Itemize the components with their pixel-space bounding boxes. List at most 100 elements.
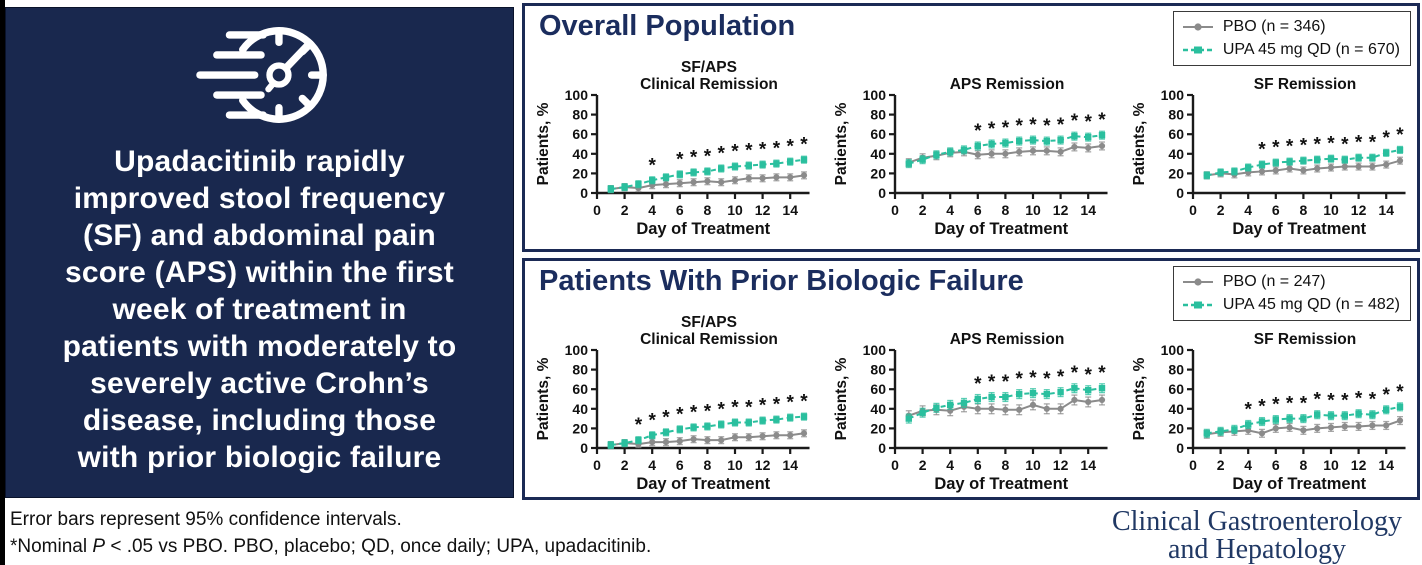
svg-text:60: 60	[870, 126, 886, 142]
significance-asterisk: *	[1341, 391, 1349, 412]
svg-text:4: 4	[1244, 202, 1252, 218]
pbo-series	[1203, 415, 1404, 439]
significance-asterisk: *	[1015, 369, 1023, 390]
svg-text:20: 20	[572, 165, 588, 181]
significance-asterisk: *	[1341, 135, 1349, 156]
svg-text:100: 100	[565, 342, 589, 358]
svg-text:0: 0	[878, 440, 886, 456]
biofailure-sf-remission-chart: SF Remission 0 20 40 60 80 100 0 2 4 6 8 10 12 14 Patie…	[1131, 331, 1406, 493]
svg-text:80: 80	[870, 107, 886, 123]
svg-text:2: 2	[1217, 202, 1225, 218]
svg-text:12: 12	[755, 202, 771, 218]
upa-series	[905, 130, 1106, 169]
svg-text:80: 80	[572, 362, 588, 378]
significance-asterisk: *	[690, 402, 698, 423]
left-edge-strip	[0, 0, 5, 565]
y-axis-label: Patients, %	[833, 102, 850, 185]
svg-text:0: 0	[878, 185, 886, 201]
legend-item-pbo: PBO (n = 247)	[1182, 270, 1400, 293]
headline-text: Upadacitinib rapidly improved stool frequ…	[6, 143, 513, 476]
significance-asterisk: *	[1057, 367, 1065, 388]
svg-text:14: 14	[1378, 457, 1394, 473]
significance-asterisk: *	[800, 392, 808, 413]
x-axis-label: Day of Treatment	[934, 475, 1068, 493]
svg-text:60: 60	[572, 126, 588, 142]
significance-asterisk: *	[676, 149, 684, 170]
svg-text:20: 20	[870, 165, 886, 181]
svg-text:12: 12	[755, 457, 771, 473]
y-axis-label: Patients, %	[833, 357, 850, 440]
speedometer-icon	[6, 16, 513, 139]
y-axis-label: Patients, %	[535, 102, 552, 185]
svg-text:4: 4	[1244, 457, 1252, 473]
significance-asterisk: *	[1258, 140, 1266, 161]
significance-asterisk: *	[1355, 133, 1363, 154]
svg-text:6: 6	[676, 202, 684, 218]
svg-text:100: 100	[863, 87, 887, 103]
svg-text:6: 6	[1272, 202, 1280, 218]
significance-asterisk: *	[786, 393, 794, 414]
legend-item-pbo: PBO (n = 346)	[1182, 15, 1400, 38]
svg-text:Clinical Remission: Clinical Remission	[640, 76, 778, 93]
svg-text:20: 20	[1168, 165, 1184, 181]
svg-text:8: 8	[704, 202, 712, 218]
svg-text:0: 0	[1176, 185, 1184, 201]
svg-text:0: 0	[891, 202, 899, 218]
svg-text:SF/APS: SF/APS	[681, 314, 737, 331]
svg-text:80: 80	[1168, 362, 1184, 378]
svg-text:APS Remission: APS Remission	[950, 331, 1065, 348]
svg-text:4: 4	[946, 457, 954, 473]
svg-text:14: 14	[1080, 202, 1096, 218]
svg-text:2: 2	[1217, 457, 1225, 473]
significance-asterisk: *	[1098, 363, 1106, 384]
headline-line: score (APS) within the first	[65, 256, 454, 289]
upa-series	[905, 383, 1106, 424]
svg-text:12: 12	[1351, 202, 1367, 218]
significance-asterisk: *	[1327, 134, 1335, 155]
significance-asterisk: *	[1084, 112, 1092, 133]
significance-asterisk: *	[1071, 111, 1079, 132]
significance-asterisk: *	[1272, 138, 1280, 159]
significance-asterisk: *	[786, 137, 794, 158]
svg-text:100: 100	[1161, 342, 1185, 358]
upa-series	[607, 155, 808, 194]
x-axis-label: Day of Treatment	[1232, 475, 1366, 493]
svg-text:40: 40	[1168, 146, 1184, 162]
svg-text:14: 14	[782, 457, 798, 473]
journal-name-line2: and Hepatology	[1167, 534, 1347, 565]
significance-asterisk: *	[1355, 389, 1363, 410]
svg-text:8: 8	[1300, 202, 1308, 218]
significance-asterisk: *	[1396, 125, 1404, 146]
pbo-marker-icon	[1182, 277, 1213, 286]
svg-text:8: 8	[704, 457, 712, 473]
panel-prior-biologic-failure: Patients With Prior Biologic Failure PBO…	[522, 258, 1420, 500]
significance-asterisk: *	[676, 404, 684, 425]
svg-text:APS Remission: APS Remission	[950, 76, 1065, 93]
charts-row-biofailure: SF/APS Clinical Remission 0 20 40 60 80 100 0 2 4 6…	[533, 311, 1422, 494]
svg-text:10: 10	[727, 202, 743, 218]
legend-item-upa: UPA 45 mg QD (n = 670)	[1182, 38, 1400, 61]
svg-text:2: 2	[621, 457, 629, 473]
svg-text:100: 100	[565, 87, 589, 103]
svg-text:0: 0	[593, 457, 601, 473]
svg-text:6: 6	[974, 457, 982, 473]
svg-text:4: 4	[648, 457, 656, 473]
legend-label: UPA 45 mg QD (n = 482)	[1222, 296, 1400, 313]
svg-text:12: 12	[1053, 457, 1069, 473]
significance-asterisk: *	[1043, 116, 1051, 137]
svg-text:4: 4	[648, 202, 656, 218]
svg-text:0: 0	[1189, 202, 1197, 218]
significance-asterisk: *	[662, 407, 670, 428]
significance-asterisk: *	[704, 146, 712, 167]
significance-asterisk: *	[1015, 116, 1023, 137]
svg-text:0: 0	[891, 457, 899, 473]
significance-asterisk: *	[1313, 390, 1321, 411]
svg-text:40: 40	[572, 146, 588, 162]
x-axis-label: Day of Treatment	[636, 475, 770, 493]
svg-text:20: 20	[870, 420, 886, 436]
svg-text:0: 0	[580, 440, 588, 456]
legend-biofailure: PBO (n = 247) UPA 45 mg QD (n = 482)	[1172, 266, 1411, 321]
significance-asterisk: *	[1286, 137, 1294, 158]
significance-asterisk: *	[773, 139, 781, 160]
svg-text:6: 6	[974, 202, 982, 218]
